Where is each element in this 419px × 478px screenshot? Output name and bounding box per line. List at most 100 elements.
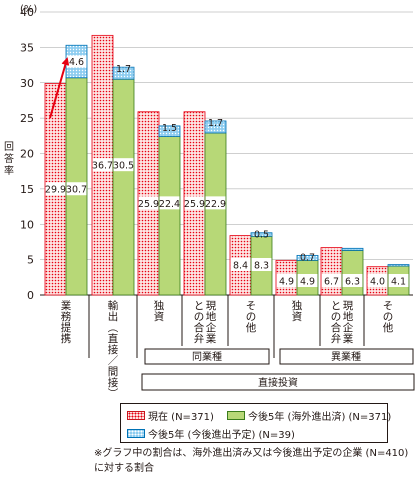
footnote: ※グラフ中の割合は、海外進出済み又は今後進出予定の企業 (N=410)に対する割… <box>94 448 409 474</box>
x-tick-char: 現 <box>343 300 354 312</box>
data-label: 4.9 <box>279 277 294 288</box>
increase-arrow <box>49 57 70 119</box>
x-tick-char: 間 <box>108 366 119 378</box>
data-label: 25.9 <box>184 199 205 210</box>
x-tick-char: 務 <box>61 310 72 323</box>
data-label-bg <box>230 258 251 271</box>
legend-item-now: 現在 (N=371) <box>127 408 214 423</box>
stack-label: 4.6 <box>69 57 84 68</box>
bar-now <box>320 247 343 296</box>
bar-chart: (%) 回答率 0 5 10 15 20 25 30 35 40 29.9 30.7 4.6 36.7… <box>4 4 415 400</box>
group-label-different-industry: 異業種 <box>331 350 361 363</box>
bar-future-plan <box>341 247 364 251</box>
x-tick-char: そ <box>246 300 257 312</box>
x-tick-char: の <box>383 311 394 323</box>
bar-future-done <box>341 250 364 296</box>
legend-swatch-future-done <box>227 411 245 420</box>
data-label: 4.0 <box>370 277 385 288</box>
x-tick-char: 提 <box>61 322 72 334</box>
data-label-bg <box>113 158 134 172</box>
legend-label-now: 現在 (N=371) <box>148 412 214 423</box>
legend-item-future-plan: 今後5年 (今後進出予定) (N=39) <box>127 426 295 441</box>
data-label: 22.9 <box>205 199 226 210</box>
legend: 現在 (N=371) 今後5年 (海外進出済) (N=371) 今後5年 (今後… <box>120 403 391 443</box>
x-tick-char: そ <box>383 300 394 312</box>
bar-future-plan <box>387 264 410 267</box>
x-tick-char: 地 <box>206 310 217 323</box>
x-tick-char: の <box>194 311 205 323</box>
y-axis-title-char: 回 <box>4 141 14 153</box>
data-label-bg <box>388 274 409 287</box>
x-tick-char: 合 <box>194 321 205 334</box>
x-tick-char: 輸 <box>108 299 119 312</box>
data-label-bg <box>159 196 180 210</box>
data-label: 30.5 <box>113 161 134 172</box>
data-label-bg <box>184 196 205 210</box>
x-tick-char: 独 <box>292 299 303 312</box>
bar-future-plan <box>158 125 181 137</box>
group-box-different-industry <box>279 348 414 365</box>
y-tick-label: 35 <box>20 41 34 54</box>
bar-future-plan <box>250 232 273 237</box>
bar-future-plan <box>204 120 227 134</box>
data-label-bg <box>92 158 113 172</box>
x-tick-char: 企 <box>343 321 354 334</box>
x-tick-char: と <box>194 300 205 312</box>
group-box-same-industry <box>144 348 270 365</box>
x-tick-char: 他 <box>383 321 394 334</box>
data-label-bg <box>321 274 342 287</box>
data-labels: 29.9 30.74.636.7 30.51.725.9 22.41.525.9 22.… <box>45 55 409 288</box>
data-label: 8.4 <box>233 261 248 272</box>
data-label: 6.3 <box>345 277 360 288</box>
x-tick-char: 接 <box>108 343 119 356</box>
data-label: 30.7 <box>66 185 87 196</box>
x-tick-char: 直 <box>108 332 119 345</box>
data-label: 8.3 <box>254 261 269 272</box>
x-tick-char: 資 <box>154 311 165 323</box>
data-label: 4.9 <box>300 277 315 288</box>
x-tick-char: 地 <box>343 310 354 323</box>
bar-future-plan <box>296 254 319 261</box>
bar-future-done <box>204 132 227 296</box>
stack-label: 1.7 <box>208 118 223 129</box>
group-label-same-industry: 同業種 <box>192 350 222 363</box>
y-tick-label: 20 <box>20 148 34 161</box>
data-label: 29.9 <box>45 185 66 196</box>
y-tick-label: 40 <box>20 6 34 19</box>
bar-future-done <box>158 136 181 296</box>
x-tick-char: ︵ <box>108 322 119 334</box>
x-tick-char: と <box>331 300 342 312</box>
data-label-bg <box>342 274 363 287</box>
legend-item-future-done: 今後5年 (海外進出済) (N=371) <box>227 408 391 423</box>
x-tick-char: 資 <box>292 311 303 323</box>
y-axis-title-char: 率 <box>4 164 14 177</box>
bar-future-plan <box>112 66 135 80</box>
data-label-bg <box>367 274 388 287</box>
y-tick-label: 10 <box>20 218 34 231</box>
x-tick-char: 弁 <box>331 332 342 345</box>
x-tick-char: 企 <box>206 321 217 334</box>
legend-label-future-plan: 今後5年 (今後進出予定) (N=39) <box>148 430 295 441</box>
x-tick-char: 接 <box>108 376 119 389</box>
data-label-bg <box>205 196 226 210</box>
data-label: 25.9 <box>138 199 159 210</box>
x-tick-char: 出 <box>108 310 119 323</box>
x-tick-char: ︶ <box>108 388 119 400</box>
data-label-bg <box>45 182 66 196</box>
x-tick-char: 業 <box>343 332 354 345</box>
data-label-bg <box>66 182 87 196</box>
data-label: 6.7 <box>324 277 339 288</box>
x-tick-char: 独 <box>154 299 165 312</box>
x-tick-char: の <box>246 311 257 323</box>
data-label: 22.4 <box>159 199 180 210</box>
x-tick-char: 現 <box>206 300 217 312</box>
bar-future-done <box>112 78 135 296</box>
data-label-bg <box>251 258 272 271</box>
data-label: 4.1 <box>391 277 406 288</box>
legend-swatch-future-plan <box>127 429 145 438</box>
x-tick-char: 弁 <box>194 332 205 345</box>
data-label-bg <box>297 274 318 287</box>
x-tick-char: 携 <box>61 332 72 345</box>
x-tick-char: ／ <box>108 355 119 367</box>
